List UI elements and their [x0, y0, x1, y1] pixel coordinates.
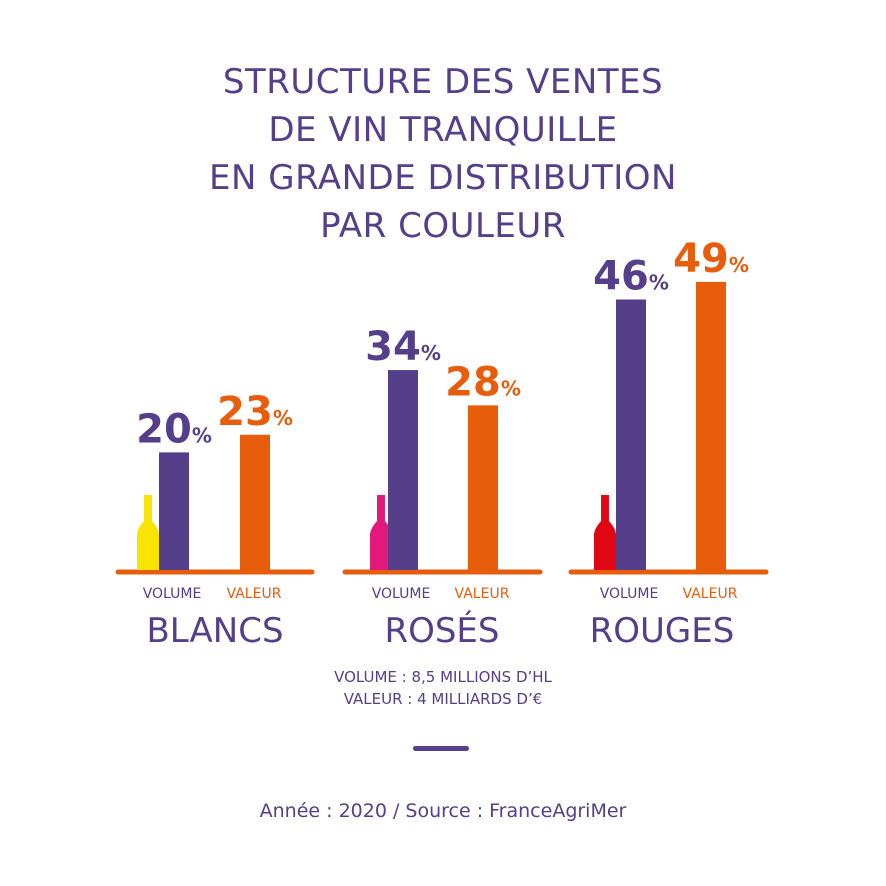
data-label-volume: 34% — [365, 324, 441, 370]
data-label-valeur: 28% — [445, 359, 521, 405]
source-note: Année : 2020 / Source : FranceAgriMer — [259, 800, 627, 822]
percent-sign: % — [273, 406, 293, 430]
percent-sign: % — [501, 376, 521, 400]
data-label-valeur: 49% — [673, 236, 749, 282]
percent-sign: % — [649, 271, 669, 295]
bar-volume — [388, 370, 418, 570]
value-number: 46 — [593, 254, 649, 300]
data-label-valeur: 23% — [217, 389, 293, 435]
category-label: ROUGES — [590, 611, 735, 651]
category-label: BLANCS — [146, 611, 283, 651]
totals-note: VOLUME : 8,5 MILLIONS D’HL VALEUR : 4 MI… — [0, 666, 886, 710]
percent-sign: % — [421, 341, 441, 365]
bar-valeur — [696, 281, 726, 570]
series-label-volume: VOLUME — [600, 586, 659, 602]
chart-title: STRUCTURE DES VENTES DE VIN TRANQUILLE E… — [0, 58, 886, 250]
series-label-valeur: VALEUR — [455, 586, 510, 602]
bar-volume — [616, 299, 646, 570]
red-bottle-icon — [594, 495, 616, 570]
series-label-volume: VOLUME — [143, 586, 202, 602]
volume-total: VOLUME : 8,5 MILLIONS D’HL — [334, 668, 552, 686]
series-label-volume: VOLUME — [372, 586, 431, 602]
bar-valeur — [468, 405, 498, 570]
value-number: 34 — [365, 324, 421, 370]
category-label: ROSÉS — [384, 610, 499, 651]
divider-line — [413, 746, 469, 751]
value-number: 28 — [445, 359, 501, 405]
percent-sign: % — [729, 253, 749, 277]
valeur-total: VALEUR : 4 MILLIARDS D’€ — [343, 690, 543, 708]
series-label-valeur: VALEUR — [683, 586, 738, 602]
title-line: STRUCTURE DES VENTES — [222, 62, 664, 102]
value-number: 20 — [136, 406, 192, 452]
title-line: EN GRANDE DISTRIBUTION — [209, 158, 677, 198]
pink-bottle-icon — [370, 495, 392, 570]
data-label-volume: 46% — [593, 254, 669, 300]
percent-sign: % — [192, 423, 212, 447]
yellow-bottle-icon — [137, 495, 159, 570]
data-label-volume: 20% — [136, 406, 212, 452]
series-label-valeur: VALEUR — [227, 586, 282, 602]
title-line: DE VIN TRANQUILLE — [268, 110, 618, 150]
bar-valeur — [240, 434, 270, 570]
bar-volume — [159, 452, 189, 570]
value-number: 23 — [217, 389, 273, 435]
value-number: 49 — [673, 236, 729, 282]
title-line: PAR COULEUR — [320, 206, 566, 246]
